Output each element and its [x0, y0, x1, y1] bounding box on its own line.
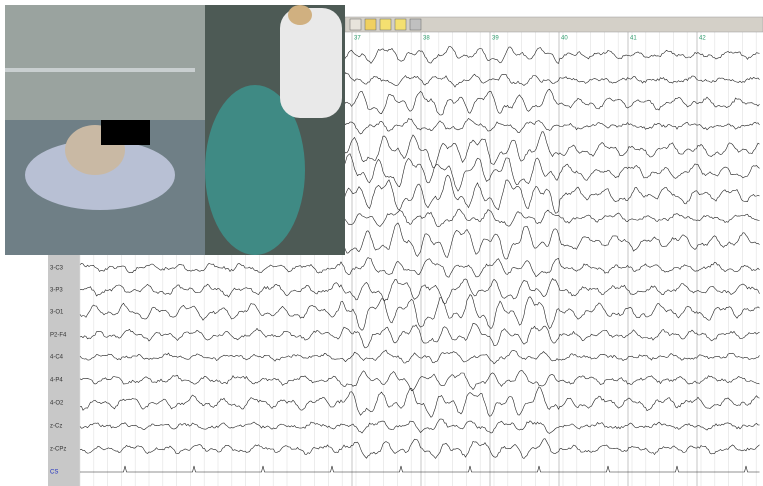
video-frames: [5, 5, 345, 255]
channel-label: 4-C4: [50, 355, 64, 361]
time-marker: 39: [492, 36, 499, 42]
channel-label: 3-O1: [50, 310, 64, 316]
toolbar: [345, 17, 763, 32]
eeg-canvas: 37 38 39 40 41 42 3-C3 3-P3 3-O1 P2-F4 4-C4 4-P4 4-O…: [0, 0, 763, 486]
time-marker: 38: [423, 36, 430, 42]
channel-label: P2-F4: [50, 333, 67, 339]
toolbar-button[interactable]: [350, 19, 361, 30]
wall: [5, 5, 205, 120]
eeg-viewer: 37 38 39 40 41 42 3-C3 3-P3 3-O1 P2-F4 4-C4 4-P4 4-O…: [0, 0, 763, 486]
time-marker: 40: [561, 36, 568, 42]
channel-label: 3-P3: [50, 288, 63, 294]
nurse: [280, 8, 342, 118]
channel-label: 3-C3: [50, 266, 64, 272]
time-marker: 42: [699, 36, 706, 42]
toolbar-button[interactable]: [410, 19, 421, 30]
censor-bar: [101, 120, 150, 145]
nurse-head: [288, 5, 312, 25]
channel-label: z-Cz: [50, 424, 62, 430]
toolbar-button[interactable]: [380, 19, 391, 30]
toolbar-button[interactable]: [395, 19, 406, 30]
channel-label: z-CPz: [50, 447, 66, 453]
toolbar-buttons: [350, 19, 421, 30]
channel-label: 4-O2: [50, 401, 64, 407]
bed-rail: [5, 68, 195, 72]
time-marker: 37: [354, 36, 361, 42]
time-marker: 41: [630, 36, 637, 42]
channel-label: CS: [50, 470, 58, 476]
toolbar-button[interactable]: [365, 19, 376, 30]
channel-label: 4-P4: [50, 378, 63, 384]
